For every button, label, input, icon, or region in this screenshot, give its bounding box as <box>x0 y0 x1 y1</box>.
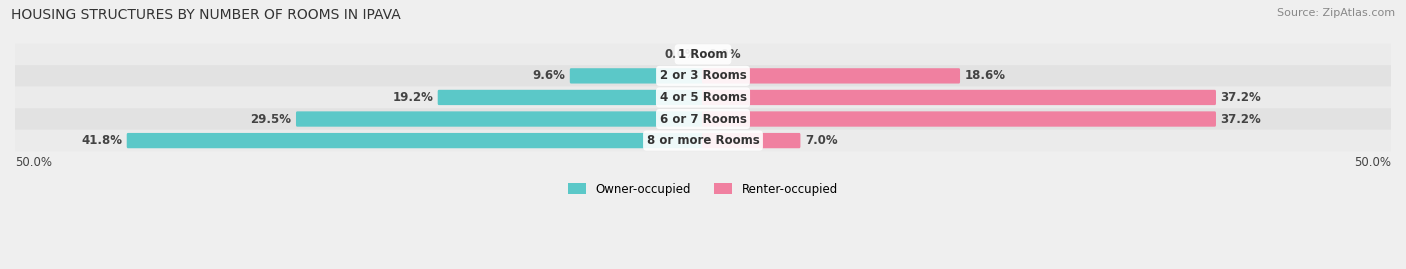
Text: 18.6%: 18.6% <box>965 69 1005 82</box>
FancyBboxPatch shape <box>15 108 1391 130</box>
FancyBboxPatch shape <box>297 111 704 127</box>
FancyBboxPatch shape <box>15 87 1391 108</box>
Text: 2 or 3 Rooms: 2 or 3 Rooms <box>659 69 747 82</box>
Text: 4 or 5 Rooms: 4 or 5 Rooms <box>659 91 747 104</box>
Text: 7.0%: 7.0% <box>804 134 838 147</box>
FancyBboxPatch shape <box>15 65 1391 87</box>
Text: 50.0%: 50.0% <box>1354 156 1391 169</box>
FancyBboxPatch shape <box>702 68 960 84</box>
FancyBboxPatch shape <box>702 133 800 148</box>
Text: 9.6%: 9.6% <box>533 69 565 82</box>
Text: 1 Room: 1 Room <box>678 48 728 61</box>
FancyBboxPatch shape <box>702 90 1216 105</box>
Legend: Owner-occupied, Renter-occupied: Owner-occupied, Renter-occupied <box>564 178 842 200</box>
Text: Source: ZipAtlas.com: Source: ZipAtlas.com <box>1277 8 1395 18</box>
Text: 6 or 7 Rooms: 6 or 7 Rooms <box>659 112 747 126</box>
Text: 0.0%: 0.0% <box>665 48 697 61</box>
Text: 29.5%: 29.5% <box>250 112 291 126</box>
FancyBboxPatch shape <box>702 111 1216 127</box>
Text: 41.8%: 41.8% <box>82 134 122 147</box>
Text: 50.0%: 50.0% <box>15 156 52 169</box>
Text: 19.2%: 19.2% <box>392 91 433 104</box>
FancyBboxPatch shape <box>437 90 704 105</box>
Text: 8 or more Rooms: 8 or more Rooms <box>647 134 759 147</box>
Text: 37.2%: 37.2% <box>1220 91 1261 104</box>
FancyBboxPatch shape <box>127 133 704 148</box>
Text: 0.0%: 0.0% <box>709 48 741 61</box>
Text: HOUSING STRUCTURES BY NUMBER OF ROOMS IN IPAVA: HOUSING STRUCTURES BY NUMBER OF ROOMS IN… <box>11 8 401 22</box>
FancyBboxPatch shape <box>15 130 1391 151</box>
FancyBboxPatch shape <box>569 68 704 84</box>
Text: 37.2%: 37.2% <box>1220 112 1261 126</box>
FancyBboxPatch shape <box>15 44 1391 65</box>
